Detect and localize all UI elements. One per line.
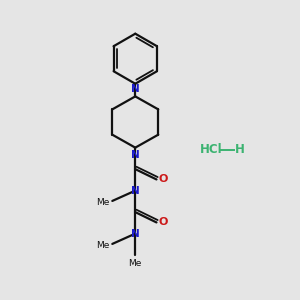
Text: Me: Me <box>97 198 110 207</box>
Text: Me: Me <box>97 241 110 250</box>
Text: HCl: HCl <box>200 143 223 157</box>
Text: H: H <box>235 143 245 157</box>
Text: O: O <box>159 218 168 227</box>
Text: N: N <box>131 186 140 196</box>
Text: O: O <box>159 174 168 184</box>
Text: Me: Me <box>129 259 142 268</box>
Text: N: N <box>131 84 140 94</box>
Text: N: N <box>131 150 140 160</box>
Text: N: N <box>131 229 140 238</box>
